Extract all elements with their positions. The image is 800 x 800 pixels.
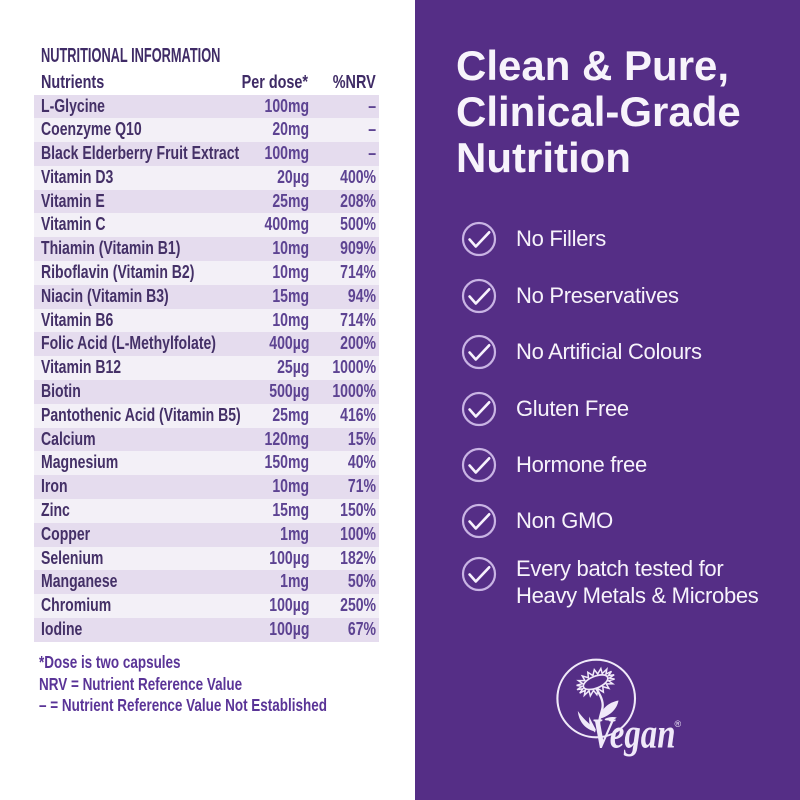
svg-text:Vegan: Vegan <box>592 712 676 758</box>
svg-text:®: ® <box>675 719 682 729</box>
